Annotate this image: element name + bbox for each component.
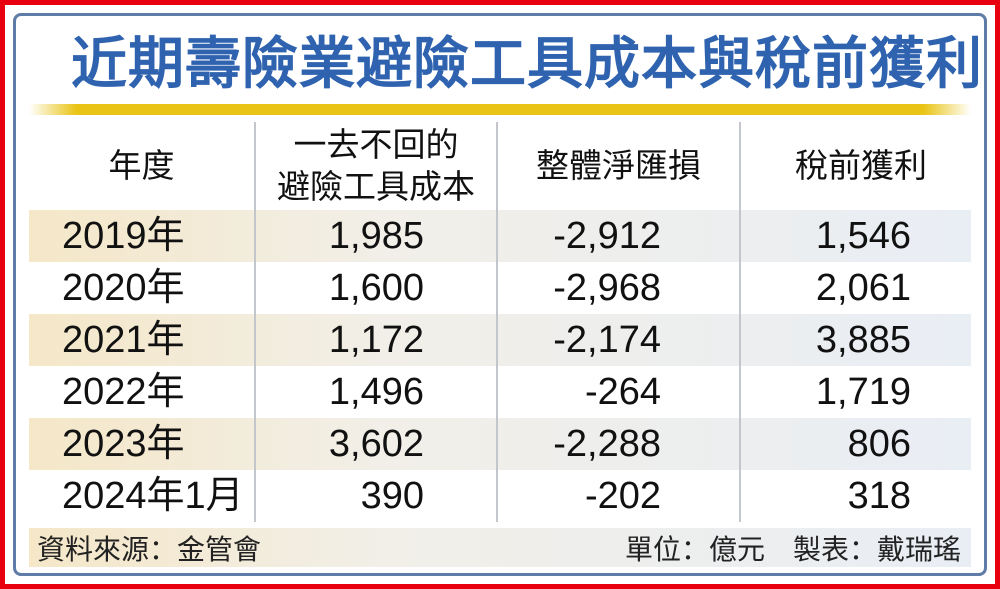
cell-net-fx-loss: -264 [498, 366, 741, 418]
header-hedge-cost: 一去不回的 避險工具成本 [256, 122, 498, 210]
header-hedge-cost-line2: 避險工具成本 [277, 168, 475, 205]
cell-net-fx-loss: -2,968 [498, 262, 741, 314]
cell-hedge-cost: 3,602 [256, 418, 498, 470]
table-row: 2024年1月 390 -202 318 [29, 470, 971, 522]
header-hedge-cost-line1: 一去不回的 [293, 126, 459, 163]
table-row: 2022年 1,496 -264 1,719 [29, 366, 971, 418]
unit-note: 單位：億元 [624, 533, 765, 565]
cell-pretax-profit: 318 [847, 475, 911, 517]
table-header-row: 年度 一去不回的 避險工具成本 整體淨匯損 稅前獲利 [29, 122, 971, 210]
cell-hedge-cost: 1,496 [256, 366, 498, 418]
cell-pretax-profit: 1,719 [815, 371, 911, 413]
cell-year: 2020年 [29, 262, 256, 314]
cell-hedge-cost: 1,172 [256, 314, 498, 366]
cell-net-fx-loss: -202 [498, 470, 741, 522]
table-row: 2019年 1,985 -2,912 1,546 [29, 210, 971, 262]
cell-net-fx-loss: -2,174 [498, 314, 741, 366]
table-row: 2021年 1,172 -2,174 3,885 [29, 314, 971, 366]
cell-hedge-cost: 1,600 [256, 262, 498, 314]
page-title: 近期壽險業避險工具成本與稅前獲利 [71, 32, 983, 95]
footer-right-group: 單位：億元 製表：戴瑞瑤 [625, 528, 961, 568]
cell-pretax-profit: 2,061 [815, 267, 911, 309]
cell-hedge-cost: 390 [256, 470, 498, 522]
credit-note: 製表：戴瑞瑤 [792, 533, 961, 565]
header-net-fx-loss-label: 整體淨匯損 [536, 147, 701, 184]
cell-year: 2019年 [29, 210, 256, 262]
data-source-note: 資料來源：金管會 [37, 533, 262, 565]
data-table: 年度 一去不回的 避險工具成本 整體淨匯損 稅前獲利 2019年 1,985 -… [29, 122, 971, 522]
cell-year: 2023年 [29, 418, 256, 470]
cell-hedge-cost: 1,985 [256, 210, 498, 262]
cell-year: 2021年 [29, 314, 256, 366]
header-net-fx-loss: 整體淨匯損 [498, 122, 741, 210]
cell-net-fx-loss: -2,288 [498, 418, 741, 470]
footer-strip: 資料來源：金管會 單位：億元 製表：戴瑞瑤 [29, 528, 971, 567]
blue-inner-frame: 近期壽險業避險工具成本與稅前獲利 年度 一去不回的 避險工具成本 整體淨匯損 稅… [13, 13, 987, 576]
table-row: 2020年 1,600 -2,968 2,061 [29, 262, 971, 314]
cell-year: 2024年1月 [29, 470, 256, 522]
cell-pretax-profit: 3,885 [815, 319, 911, 361]
cell-pretax-profit: 806 [847, 423, 911, 465]
header-year: 年度 [29, 122, 256, 210]
cell-year: 2022年 [29, 366, 256, 418]
table-row: 2023年 3,602 -2,288 806 [29, 418, 971, 470]
header-year-label: 年度 [108, 147, 175, 184]
cell-net-fx-loss: -2,912 [498, 210, 741, 262]
gold-divider-rule [29, 104, 971, 115]
header-pretax-profit: 稅前獲利 [741, 122, 981, 210]
cell-pretax-profit: 1,546 [815, 215, 911, 257]
header-pretax-profit-label: 稅前獲利 [795, 147, 927, 184]
